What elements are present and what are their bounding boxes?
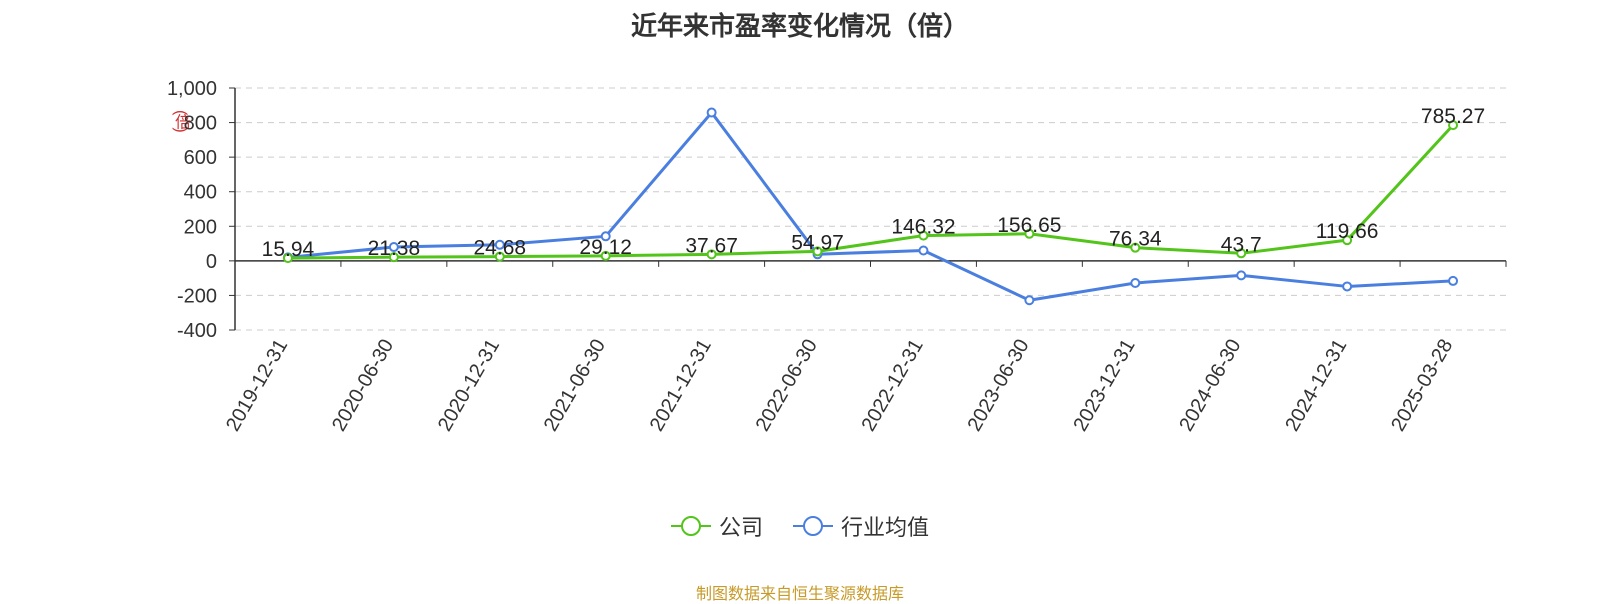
data-label-company: 15.94 — [262, 238, 315, 261]
y-tick-label: 400 — [184, 182, 217, 204]
series-line-industry-average — [287, 111, 1454, 302]
legend: 公司 行业均值 — [0, 510, 1600, 542]
data-label-company: 24.68 — [474, 237, 527, 260]
legend-marker-industry-icon — [793, 516, 833, 536]
data-point-company — [706, 249, 717, 260]
data-point-industry-average — [388, 242, 399, 253]
data-label-company: 785.27 — [1421, 105, 1485, 128]
data-label-company: 29.12 — [579, 236, 632, 259]
legend-item-company[interactable]: 公司 — [670, 510, 763, 542]
data-label-company: 21.38 — [368, 237, 421, 260]
data-point-company — [812, 246, 823, 257]
data-point-industry-average — [918, 245, 929, 256]
x-tick-label: 2025-03-28 — [1387, 336, 1457, 436]
data-point-company — [1448, 120, 1459, 131]
data-point-company — [600, 250, 611, 261]
data-source-note: 制图数据来自恒生聚源数据库 — [695, 586, 904, 603]
x-tick-label: 2021-06-30 — [540, 336, 610, 436]
data-point-company — [1342, 235, 1353, 246]
data-point-company — [1236, 248, 1247, 259]
data-point-industry-average — [494, 239, 505, 250]
x-tick-label: 2020-06-30 — [328, 336, 398, 436]
y-tick-label: 0 — [206, 251, 217, 273]
y-tick-label: 800 — [184, 113, 217, 135]
y-tick-label: 200 — [184, 216, 217, 238]
data-point-industry-average — [706, 107, 717, 118]
data-point-industry-average — [600, 231, 611, 242]
x-tick-label: 2022-12-31 — [858, 335, 928, 435]
legend-item-industry-average[interactable]: 行业均值 — [793, 510, 929, 542]
data-point-industry-average — [1342, 281, 1353, 292]
legend-label-industry-average: 行业均值 — [841, 515, 930, 540]
x-tick-label: 2023-06-30 — [963, 336, 1033, 436]
data-point-company — [1130, 242, 1141, 253]
data-label-company: 146.32 — [891, 216, 955, 239]
x-tick-label: 2021-12-31 — [646, 336, 716, 436]
y-tick-label: 1,000 — [167, 78, 217, 100]
data-point-company — [388, 252, 399, 263]
data-label-company: 76.34 — [1109, 228, 1162, 251]
y-tick-label: -400 — [177, 320, 217, 342]
data-point-industry-average — [1448, 275, 1459, 286]
data-point-company — [918, 230, 929, 241]
x-tick-label: 2024-12-31 — [1281, 336, 1351, 436]
data-point-company — [1024, 228, 1035, 239]
x-tick-label: 2022-06-30 — [752, 336, 822, 436]
legend-label-company: 公司 — [718, 515, 763, 540]
x-tick-label: 2019-12-31 — [222, 336, 292, 436]
data-label-company: 37.67 — [685, 234, 738, 257]
y-tick-label: 600 — [184, 147, 217, 169]
chart-title: 近年来市盈率变化情况（倍） — [630, 11, 969, 41]
data-point-industry-average — [1024, 295, 1035, 306]
data-point-company — [282, 253, 293, 264]
series-line-company — [287, 124, 1455, 260]
y-axis-unit-label: (倍) — [172, 110, 189, 131]
x-tick-label: 2023-12-31 — [1069, 336, 1139, 436]
data-label-company: 43.7 — [1221, 233, 1262, 256]
data-label-company: 54.97 — [791, 231, 844, 254]
data-label-company: 119.66 — [1316, 220, 1379, 243]
data-point-company — [494, 251, 505, 262]
x-tick-label: 2020-12-31 — [434, 335, 504, 435]
legend-marker-company-icon — [670, 516, 711, 536]
y-tick-label: -200 — [177, 285, 217, 307]
data-label-company: 156.65 — [997, 214, 1061, 237]
data-point-industry-average — [1130, 277, 1141, 288]
x-tick-label: 2024-06-30 — [1175, 336, 1245, 436]
data-point-industry-average — [1236, 270, 1247, 281]
